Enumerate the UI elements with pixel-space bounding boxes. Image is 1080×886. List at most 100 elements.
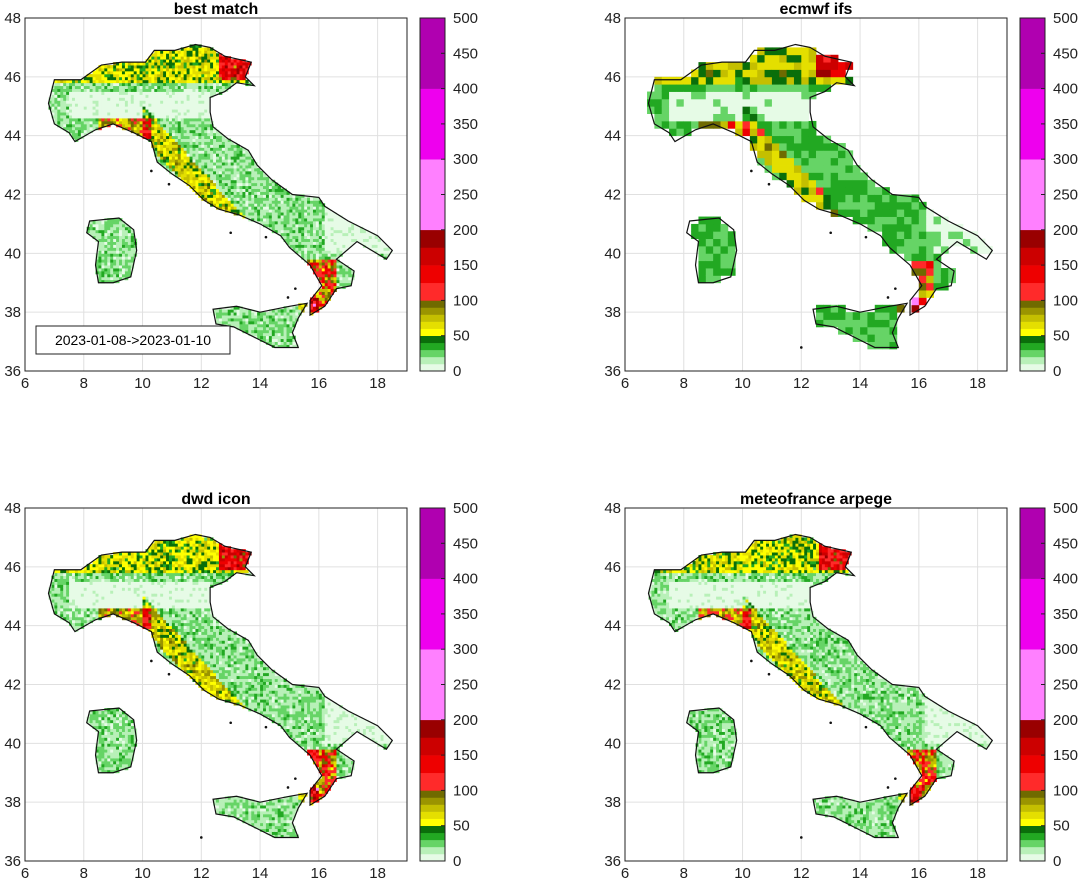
colorbar-band [1020, 825, 1045, 834]
colorbar-band [420, 719, 445, 738]
colorbar-band [420, 282, 445, 301]
x-tick-label: 16 [311, 375, 328, 392]
precipitation-cells [48, 534, 393, 838]
colorbar-tick-label: 100 [453, 782, 478, 799]
colorbar-tick-label: 0 [1053, 853, 1061, 870]
colorbar-band [1020, 328, 1045, 336]
colorbar-tick-label: 450 [1053, 45, 1078, 62]
colorbar-band [420, 755, 445, 774]
colorbar-tick-label: 0 [453, 853, 461, 870]
colorbar-tick-label: 450 [453, 45, 478, 62]
colorbar-tick-label: 350 [453, 606, 478, 623]
x-tick-label: 18 [369, 375, 386, 392]
x-tick-label: 6 [21, 865, 29, 882]
y-tick-label: 44 [604, 618, 621, 635]
x-tick-label: 16 [911, 865, 928, 882]
coastline [647, 533, 994, 839]
plot-frame [624, 17, 1008, 372]
colorbar-tick-label: 100 [1053, 782, 1078, 799]
colorbar-band [1020, 342, 1045, 351]
colorbar-band [420, 839, 445, 848]
y-tick-label: 36 [604, 363, 621, 380]
colorbar-band [420, 335, 445, 344]
plot-frame [24, 507, 408, 862]
y-tick-label: 36 [604, 853, 621, 870]
y-tick-label: 40 [4, 245, 21, 262]
colorbar-band [1020, 790, 1045, 798]
x-tick-label: 18 [969, 865, 986, 882]
x-tick-label: 12 [193, 375, 210, 392]
colorbar-band [420, 825, 445, 834]
colorbar-tick-label: 250 [453, 677, 478, 694]
colorbar-band [1020, 159, 1045, 231]
colorbar-band [1020, 853, 1045, 862]
colorbar-band [420, 790, 445, 798]
panel-title: ecmwf ifs [780, 1, 853, 18]
colorbar-tick-label: 250 [1053, 187, 1078, 204]
colorbar-band [1020, 846, 1045, 855]
x-tick-label: 16 [911, 375, 928, 392]
colorbar-band [1020, 356, 1045, 365]
colorbar-tick-label: 100 [1053, 292, 1078, 309]
colorbar-band [420, 18, 445, 89]
colorbar-tick-label: 400 [453, 81, 478, 98]
colorbar-tick-label: 150 [1053, 257, 1078, 274]
x-tick-label: 18 [969, 375, 986, 392]
colorbar: 0 50 100 150 200 250 300 350 400 450 500 [419, 500, 478, 870]
colorbar-tick-label: 300 [453, 151, 478, 168]
panel-title: meteofrance arpege [740, 491, 892, 508]
colorbar-band [1020, 811, 1045, 819]
colorbar-tick-label: 150 [453, 257, 478, 274]
y-tick-label: 44 [4, 618, 21, 635]
date-range-box [35, 325, 231, 355]
colorbar-band [420, 363, 445, 372]
colorbar-band [420, 265, 445, 284]
colorbar-band [420, 349, 445, 358]
y-tick-label: 46 [604, 69, 621, 86]
colorbar-tick-label: 400 [1053, 81, 1078, 98]
y-tick-label: 42 [4, 677, 21, 694]
colorbar-tick-label: 350 [453, 116, 478, 133]
colorbar-band [1020, 300, 1045, 308]
colorbar: 0 50 100 150 200 250 300 350 400 450 500 [419, 10, 478, 380]
colorbar-band [420, 853, 445, 862]
y-tick-label: 48 [604, 10, 621, 27]
x-tick-label: 14 [252, 375, 269, 392]
y-tick-label: 48 [4, 500, 21, 517]
colorbar-band [420, 247, 445, 266]
colorbar-band [420, 818, 445, 826]
coastline [47, 533, 394, 839]
colorbar-band [1020, 772, 1045, 791]
colorbar-tick-label: 500 [1053, 500, 1078, 517]
y-tick-label: 44 [4, 128, 21, 145]
colorbar-tick-label: 300 [1053, 641, 1078, 658]
x-tick-label: 12 [193, 865, 210, 882]
colorbar-tick-label: 50 [1053, 328, 1070, 345]
panel-title: dwd icon [181, 491, 250, 508]
colorbar-band [1020, 282, 1045, 301]
colorbar-tick-label: 250 [1053, 677, 1078, 694]
colorbar-tick-label: 0 [453, 363, 461, 380]
colorbar-band [420, 342, 445, 351]
colorbar-band [1020, 719, 1045, 738]
plot-frame [624, 507, 1008, 862]
x-tick-label: 14 [852, 865, 869, 882]
y-tick-label: 38 [604, 304, 621, 321]
colorbar-tick-label: 200 [453, 712, 478, 729]
x-tick-label: 8 [680, 375, 688, 392]
colorbar-tick-label: 300 [1053, 151, 1078, 168]
y-tick-label: 42 [604, 187, 621, 204]
colorbar-band [420, 314, 445, 322]
x-tick-label: 14 [252, 865, 269, 882]
colorbar: 0 50 100 150 200 250 300 350 400 450 500 [1019, 500, 1078, 870]
x-tick-label: 14 [852, 375, 869, 392]
y-tick-label: 38 [4, 794, 21, 811]
date-range-label: 2023-01-08->2023-01-10 [55, 332, 211, 348]
colorbar-band [420, 797, 445, 805]
colorbar-tick-label: 350 [1053, 116, 1078, 133]
colorbar-band [1020, 321, 1045, 329]
x-tick-label: 8 [80, 375, 88, 392]
y-tick-label: 36 [4, 853, 21, 870]
colorbar-tick-label: 250 [453, 187, 478, 204]
y-tick-label: 38 [4, 304, 21, 321]
